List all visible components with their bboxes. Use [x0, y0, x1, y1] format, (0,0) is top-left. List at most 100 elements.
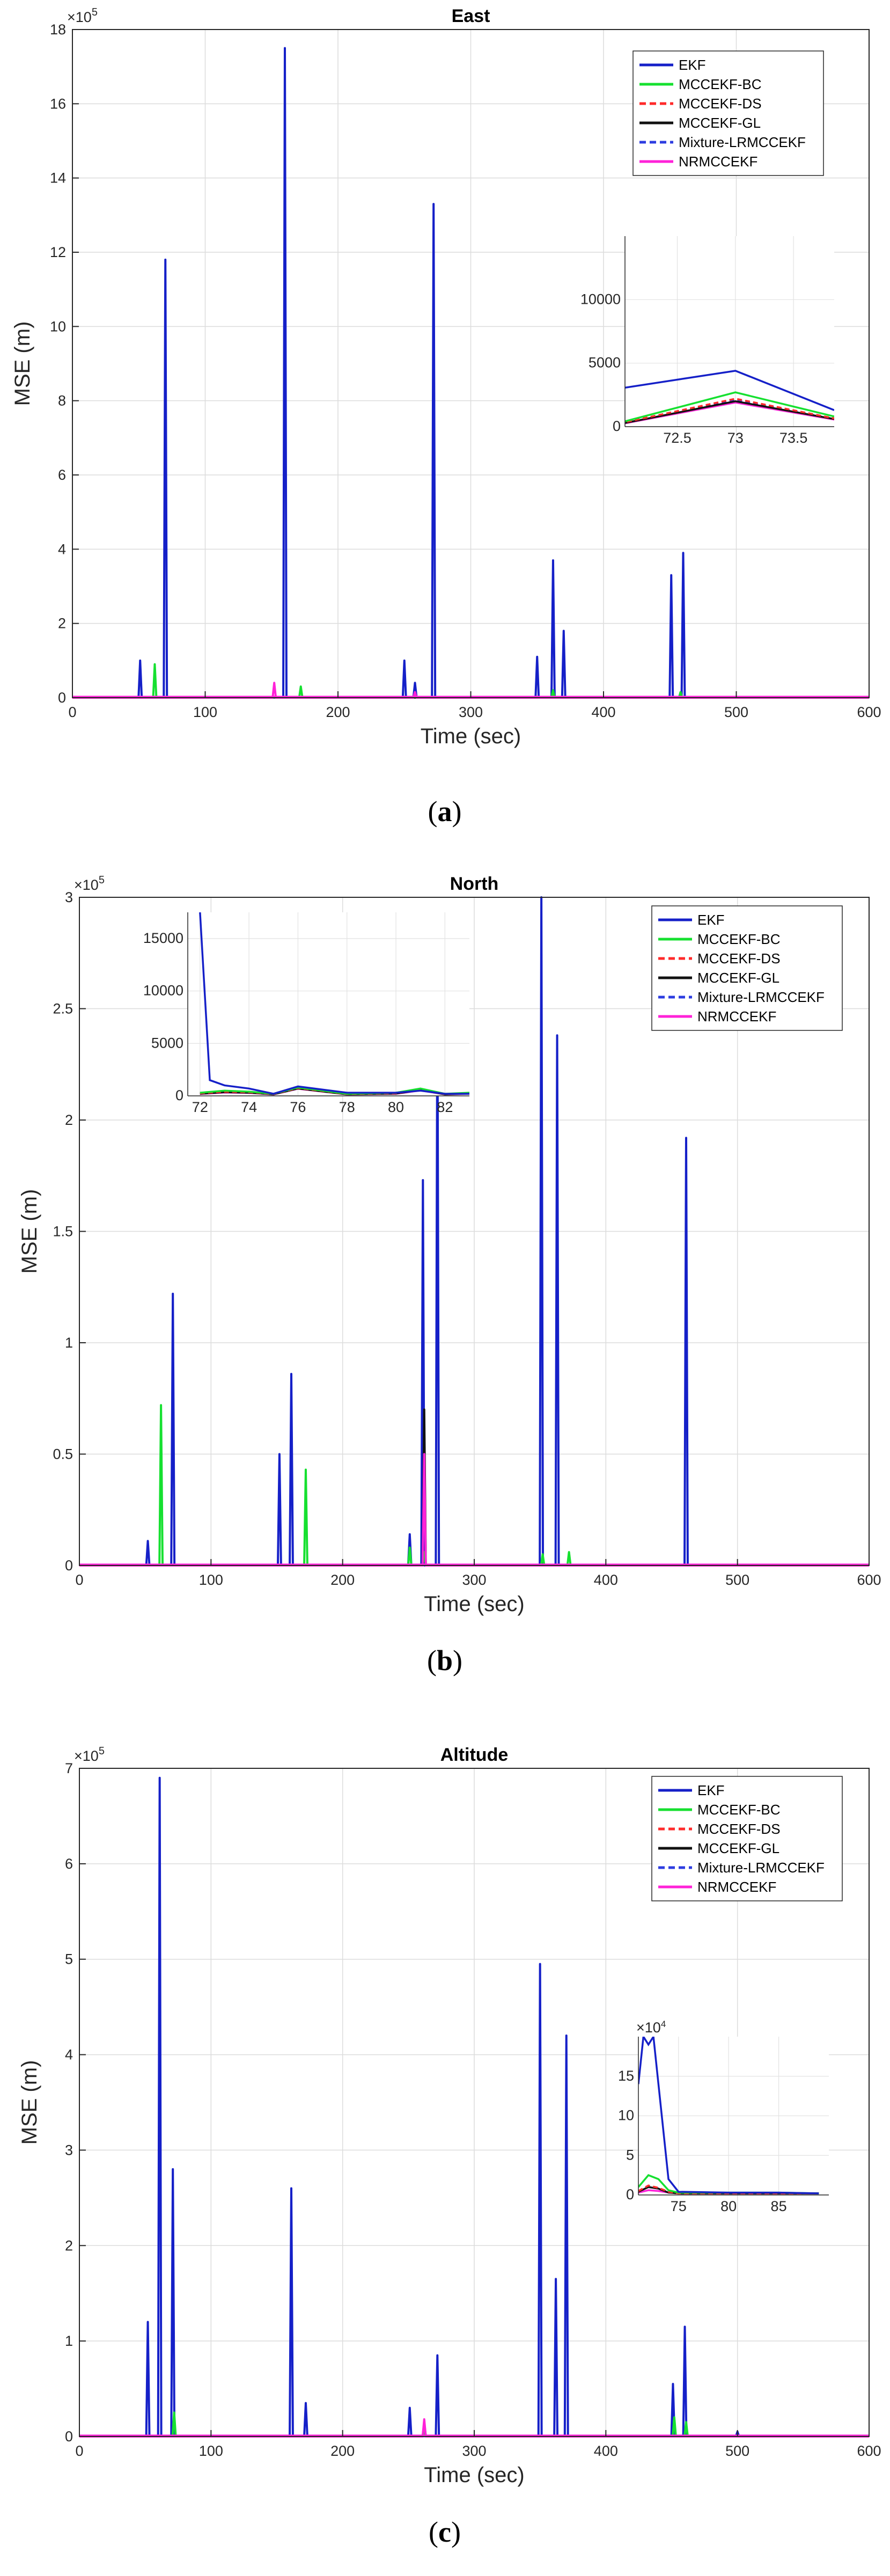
inset: 72.5 73 73.5 0 5000 10000: [580, 236, 834, 446]
panel-east: 0 100 200 300 400 500 600 0 2 4 6 8 10 12 14 16 18×105 Ea…: [11, 6, 881, 828]
y-tick-label: 6: [58, 467, 66, 483]
legend-label-ekf: EKF: [679, 57, 706, 73]
inset-series-mccekf-bc: [200, 1086, 469, 1095]
legend-label-mccekf-ds: MCCEKF-DS: [697, 1821, 781, 1837]
inset-y-tick-label: 10000: [143, 983, 183, 999]
inset-x-tick-label: 80: [388, 1099, 404, 1115]
x-tick-label: 500: [725, 2443, 749, 2459]
y-tick-label: 2: [65, 1112, 73, 1128]
legend-label-mccekf-bc: MCCEKF-BC: [697, 931, 781, 947]
inset-x-tick-label: 76: [290, 1099, 306, 1115]
x-tick-label: 200: [330, 2443, 355, 2459]
x-axis-label: Time (sec): [424, 2463, 524, 2487]
panel-caption: (a): [428, 795, 462, 828]
inset-y-tick-label: 0: [626, 2186, 634, 2202]
inset-x-tick-label: 72: [192, 1099, 208, 1115]
panel-caption: (c): [429, 2516, 461, 2548]
inset-series-ekf: [199, 912, 469, 1095]
chart-title: East: [452, 6, 490, 26]
legend-label-mccekf-gl: MCCEKF-GL: [697, 970, 779, 986]
x-tick-label: 600: [857, 1572, 881, 1588]
x-tick-label: 100: [199, 1572, 223, 1588]
y-tick-label: 8: [58, 393, 66, 409]
inset-x-tick-label: 72.5: [663, 430, 692, 446]
y-tick-label: 0: [58, 690, 66, 706]
inset-series-ekf: [638, 2037, 819, 2194]
inset-x-tick-label: 85: [771, 2198, 787, 2214]
inset-y-tick-label: 5000: [589, 355, 621, 371]
legend-label-mixture-lrmccekf: Mixture-LRMCCEKF: [697, 1860, 825, 1876]
inset-y-tick-label: 10: [618, 2107, 634, 2124]
legend-label-ekf: EKF: [697, 912, 725, 928]
x-axis-label: Time (sec): [421, 724, 521, 748]
y-tick-label: 5: [65, 1951, 73, 1967]
x-tick-label: 200: [330, 1572, 355, 1588]
y-tick-label: 4: [58, 541, 66, 557]
legend-label-mixture-lrmccekf: Mixture-LRMCCEKF: [697, 989, 825, 1005]
y-tick-label: 1: [65, 2333, 73, 2349]
y-tick-label: 3: [65, 889, 73, 905]
inset-y-tick-label: 10000: [580, 291, 621, 307]
legend-label-mixture-lrmccekf: Mixture-LRMCCEKF: [679, 134, 806, 150]
inset-y-tick-label: 5: [626, 2147, 634, 2163]
chart-title: Altitude: [440, 1745, 509, 1765]
y-axis-label: MSE (m): [18, 2060, 41, 2145]
inset-series-mccekf-bc: [625, 391, 834, 422]
legend: EKF MCCEKF-BC MCCEKF-DS MCCEKF-GL Mixture-LR…: [651, 905, 843, 1031]
y-tick-label: 7: [65, 1760, 73, 1776]
inset-y-tick-label: 0: [175, 1087, 183, 1103]
legend-label-mccekf-ds: MCCEKF-DS: [697, 950, 781, 967]
legend-label-mccekf-gl: MCCEKF-GL: [697, 1840, 779, 1856]
inset-series-mccekf-gl: [625, 400, 834, 424]
y-tick-label: 0: [65, 1557, 73, 1574]
y-tick-label: 12: [50, 244, 66, 260]
inset-y-tick-label: 0: [613, 418, 621, 434]
inset-area: [188, 912, 469, 1096]
inset-x-tick-label: 78: [339, 1099, 355, 1115]
y-tick-label: 10: [50, 318, 66, 334]
inset-x-tick-label: 75: [671, 2198, 687, 2214]
y-axis-label: MSE (m): [18, 1189, 41, 1274]
x-tick-label: 500: [725, 1572, 749, 1588]
y-tick-label: 2: [58, 616, 66, 632]
x-tick-label: 0: [68, 704, 76, 720]
y-tick-label: 1: [65, 1335, 73, 1351]
legend-label-mccekf-bc: MCCEKF-BC: [679, 76, 762, 92]
inset-series-mccekf-ds: [625, 398, 834, 423]
legend-label-nrmccekf: NRMCCEKF: [679, 153, 757, 170]
x-tick-label: 100: [199, 2443, 223, 2459]
inset-series-ekf: [625, 370, 834, 411]
y-tick-label: 16: [50, 96, 66, 112]
x-tick-label: 400: [591, 704, 615, 720]
legend-box: [632, 50, 824, 176]
x-axis-label: Time (sec): [424, 1592, 524, 1616]
y-tick-label: 2.5: [53, 1001, 73, 1017]
y-tick-label: 1.5: [53, 1224, 73, 1240]
inset-y-tick-label: 5000: [151, 1035, 183, 1051]
legend-label-mccekf-gl: MCCEKF-GL: [679, 115, 761, 131]
y-tick-label: 3: [65, 2142, 73, 2158]
y-tick-label: 14: [50, 170, 66, 186]
series-line-ekf: [72, 47, 869, 699]
x-tick-label: 200: [326, 704, 350, 720]
y-tick-label: 2: [65, 2237, 73, 2253]
legend: EKF MCCEKF-BC MCCEKF-DS MCCEKF-GL Mixture-LR…: [651, 1776, 843, 1901]
inset-y-tick-label: 15: [618, 2068, 634, 2084]
panel-north: 0 100 200 300 400 500 600 0 0.5 1 1.5 2 2.5 3×105 Nort…: [18, 874, 881, 1677]
x-tick-label: 300: [459, 704, 483, 720]
x-tick-label: 500: [724, 704, 748, 720]
y-tick-label: 0: [65, 2428, 73, 2445]
x-tick-label: 400: [594, 1572, 618, 1588]
y-multiplier: ×105: [74, 874, 105, 893]
x-tick-label: 300: [462, 2443, 486, 2459]
legend-label-mccekf-ds: MCCEKF-DS: [679, 96, 762, 112]
y-tick-label: 6: [65, 1856, 73, 1872]
legend-label-nrmccekf: NRMCCEKF: [697, 1008, 776, 1024]
legend-label-nrmccekf: NRMCCEKF: [697, 1879, 776, 1895]
x-tick-label: 0: [75, 1572, 83, 1588]
inset-x-tick-label: 73.5: [779, 430, 808, 446]
x-tick-label: 600: [857, 704, 881, 720]
